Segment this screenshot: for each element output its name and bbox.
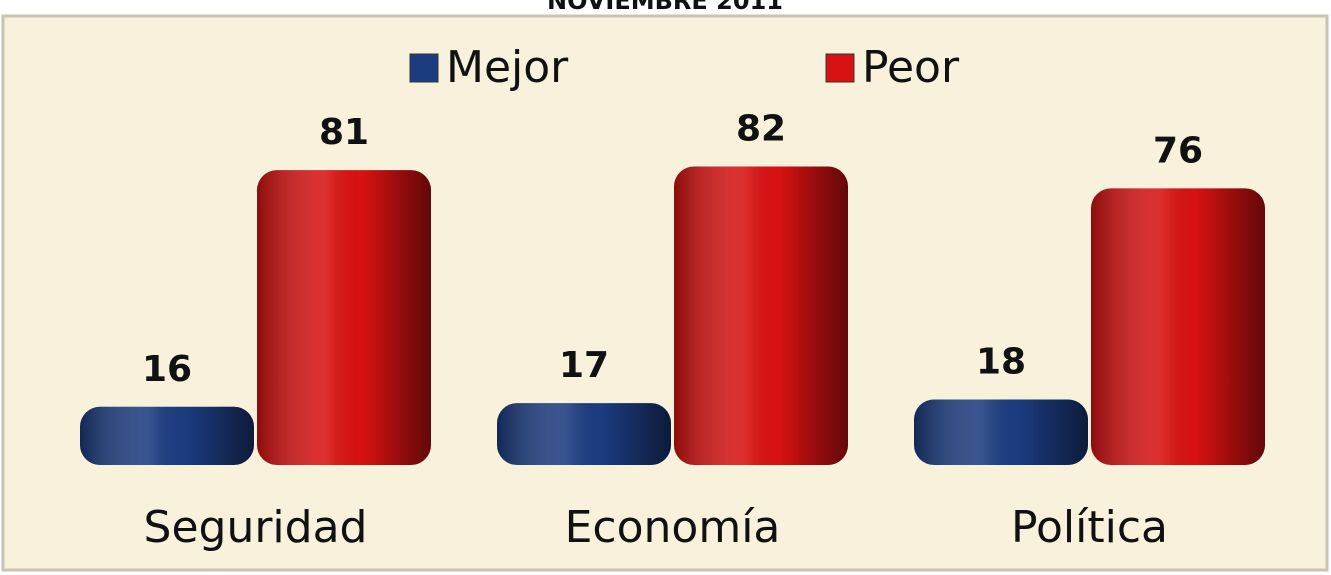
legend-label: Peor (862, 42, 960, 93)
bar-shade (1091, 188, 1265, 466)
bar-shade (497, 403, 671, 465)
legend-label: Mejor (446, 42, 569, 93)
data-label: 16 (142, 349, 192, 390)
bar-shade (80, 406, 254, 465)
legend-swatch (409, 53, 439, 83)
data-label: 18 (976, 341, 1026, 382)
x-tick-label: Economía (565, 502, 781, 553)
data-label: 17 (559, 345, 609, 386)
bar-shade (674, 166, 848, 465)
bar-shade (257, 170, 431, 465)
bar-shade (914, 399, 1088, 465)
legend-swatch (825, 53, 855, 83)
x-tick-label: Seguridad (144, 502, 368, 553)
data-label: 81 (319, 112, 369, 153)
x-tick-label: Política (1011, 502, 1168, 553)
data-label: 82 (736, 109, 786, 150)
chart-title: NOVIEMBRE 2011 (547, 0, 783, 15)
data-label: 76 (1153, 130, 1203, 171)
